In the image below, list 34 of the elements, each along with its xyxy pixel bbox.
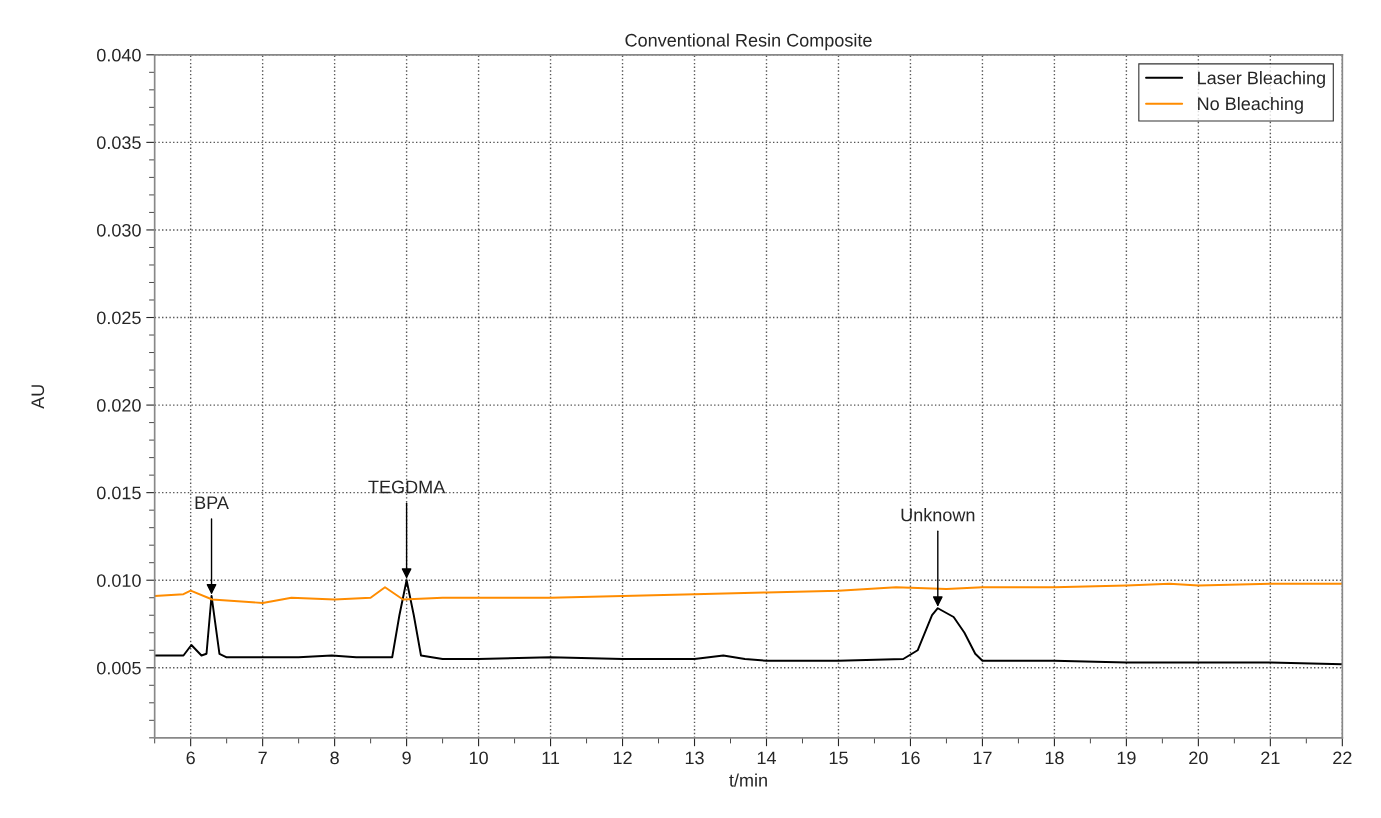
x-tick-label: 20 [1189, 751, 1208, 765]
x-tick-label: 9 [402, 751, 411, 765]
x-tick-label: 16 [901, 751, 920, 765]
y-axis-title: AU [31, 385, 45, 409]
x-tick-label: 17 [973, 751, 992, 765]
x-tick-label: 21 [1261, 751, 1280, 765]
x-tick-label: 10 [469, 751, 488, 765]
x-tick-label: 12 [613, 751, 632, 765]
annotation: Unknown [901, 508, 975, 522]
annotation: TEGDMA [368, 480, 446, 494]
legend-label: No Bleaching [1198, 96, 1303, 114]
y-tick-label: 0.010 [97, 574, 141, 587]
annotation: BPA [195, 496, 229, 509]
x-tick-label: 18 [1045, 751, 1064, 765]
y-tick-label: 0.040 [97, 48, 141, 62]
y-tick-label: 0.005 [97, 661, 141, 675]
x-tick-label: 13 [685, 751, 704, 765]
line-series [154, 582, 1343, 604]
x-axis-title: t/min [729, 773, 767, 787]
x-tick-label: 6 [186, 751, 195, 765]
x-tick-label: 14 [757, 751, 777, 765]
legend-label: Laser Bleaching [1198, 71, 1325, 88]
y-tick-label: 0.020 [97, 399, 141, 412]
x-tick-label: 22 [1333, 751, 1352, 765]
y-tick-label: 0.015 [97, 486, 141, 500]
y-tick-label: 0.035 [97, 136, 141, 150]
x-tick-label: 11 [542, 751, 560, 765]
chart-title: Conventional Resin Composite [625, 33, 872, 51]
x-tick-label: 7 [258, 751, 267, 765]
x-tick-label: 15 [829, 751, 848, 765]
y-tick-label: 0.030 [97, 223, 141, 237]
x-tick-label: 19 [1117, 751, 1136, 765]
y-tick-label: 0.025 [97, 311, 141, 325]
x-tick-label: 8 [330, 751, 339, 765]
